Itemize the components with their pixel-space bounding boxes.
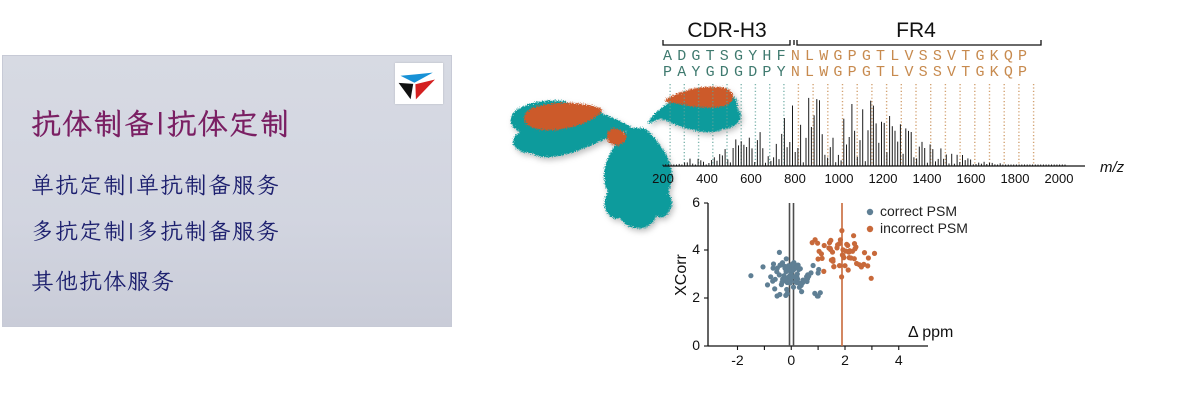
svg-text:correct PSM: correct PSM [880,203,957,219]
svg-text:800: 800 [784,171,806,186]
svg-text:200: 200 [652,171,674,186]
svg-text:incorrect PSM: incorrect PSM [880,220,968,236]
svg-text:FR4: FR4 [896,19,936,42]
svg-text:4: 4 [895,352,903,368]
svg-text:6: 6 [692,194,700,210]
svg-text:ADGTSGYHFNLWGPGTLVSSVTGKQP: ADGTSGYHFNLWGPGTLVSSVTGKQP [663,48,1032,65]
svg-text:400: 400 [696,171,718,186]
svg-text:2: 2 [841,352,849,368]
svg-text:1800: 1800 [1001,171,1030,186]
svg-text:1400: 1400 [913,171,942,186]
svg-text:0: 0 [692,337,700,353]
svg-text:CDR-H3: CDR-H3 [687,19,766,42]
svg-text:XCorr: XCorr [673,253,690,295]
svg-text:PAYGDGDPYNLWGPGTLVSSVTGKQP: PAYGDGDPYNLWGPGTLVSSVTGKQP [663,64,1032,81]
svg-text:m/z: m/z [1100,159,1125,176]
svg-text:1000: 1000 [825,171,854,186]
svg-text:4: 4 [692,241,700,257]
svg-text:-2: -2 [731,352,744,368]
svg-text:0: 0 [787,352,795,368]
svg-text:2000: 2000 [1045,171,1074,186]
svg-text:1600: 1600 [957,171,986,186]
svg-text:Δ ppm: Δ ppm [908,324,953,341]
svg-text:1200: 1200 [869,171,898,186]
svg-text:2: 2 [692,289,700,305]
svg-text:600: 600 [740,171,762,186]
